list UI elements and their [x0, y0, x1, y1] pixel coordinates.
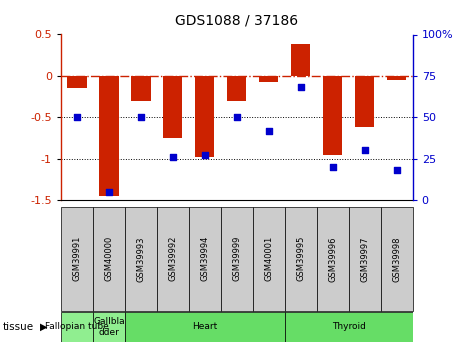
- Text: GSM39991: GSM39991: [72, 236, 82, 282]
- Point: [329, 164, 337, 170]
- FancyBboxPatch shape: [285, 312, 413, 342]
- Point: [297, 85, 304, 90]
- FancyBboxPatch shape: [285, 207, 317, 310]
- FancyBboxPatch shape: [317, 207, 349, 310]
- Text: Fallopian tube: Fallopian tube: [45, 322, 109, 332]
- FancyBboxPatch shape: [381, 207, 413, 310]
- Text: GSM39994: GSM39994: [200, 236, 209, 282]
- Bar: [227, 76, 246, 101]
- Text: GSM39995: GSM39995: [296, 236, 305, 282]
- Text: GSM39992: GSM39992: [168, 236, 177, 282]
- Bar: [323, 76, 342, 155]
- FancyBboxPatch shape: [157, 207, 189, 310]
- Point: [265, 128, 272, 133]
- Text: Gallbla
dder: Gallbla dder: [93, 317, 125, 337]
- FancyBboxPatch shape: [221, 207, 253, 310]
- Point: [137, 115, 144, 120]
- FancyBboxPatch shape: [349, 207, 381, 310]
- FancyBboxPatch shape: [253, 207, 285, 310]
- Bar: [99, 76, 119, 196]
- Text: ▶: ▶: [40, 322, 47, 332]
- Point: [105, 189, 113, 195]
- Bar: [131, 76, 151, 101]
- Point: [73, 115, 81, 120]
- Text: tissue: tissue: [2, 322, 33, 332]
- FancyBboxPatch shape: [61, 207, 93, 310]
- Point: [169, 154, 177, 160]
- Text: Heart: Heart: [192, 322, 218, 332]
- Text: Thyroid: Thyroid: [332, 322, 366, 332]
- Point: [393, 168, 401, 173]
- Bar: [68, 76, 87, 88]
- Bar: [195, 76, 214, 157]
- Text: GDS1088 / 37186: GDS1088 / 37186: [175, 13, 298, 28]
- Text: GSM39993: GSM39993: [136, 236, 145, 282]
- FancyBboxPatch shape: [93, 207, 125, 310]
- Text: GSM39999: GSM39999: [232, 236, 242, 282]
- FancyBboxPatch shape: [125, 207, 157, 310]
- FancyBboxPatch shape: [61, 312, 93, 342]
- Text: GSM39996: GSM39996: [328, 236, 337, 282]
- Text: GSM39997: GSM39997: [360, 236, 369, 282]
- Bar: [291, 45, 310, 76]
- Bar: [163, 76, 182, 138]
- Bar: [387, 76, 406, 80]
- Point: [233, 115, 241, 120]
- Point: [361, 148, 369, 153]
- Bar: [355, 76, 374, 127]
- Text: GSM40000: GSM40000: [105, 236, 113, 282]
- Text: GSM39998: GSM39998: [392, 236, 401, 282]
- Text: GSM40001: GSM40001: [265, 236, 273, 282]
- FancyBboxPatch shape: [93, 312, 125, 342]
- Bar: [259, 76, 279, 82]
- FancyBboxPatch shape: [189, 207, 221, 310]
- FancyBboxPatch shape: [125, 312, 285, 342]
- Point: [201, 152, 209, 158]
